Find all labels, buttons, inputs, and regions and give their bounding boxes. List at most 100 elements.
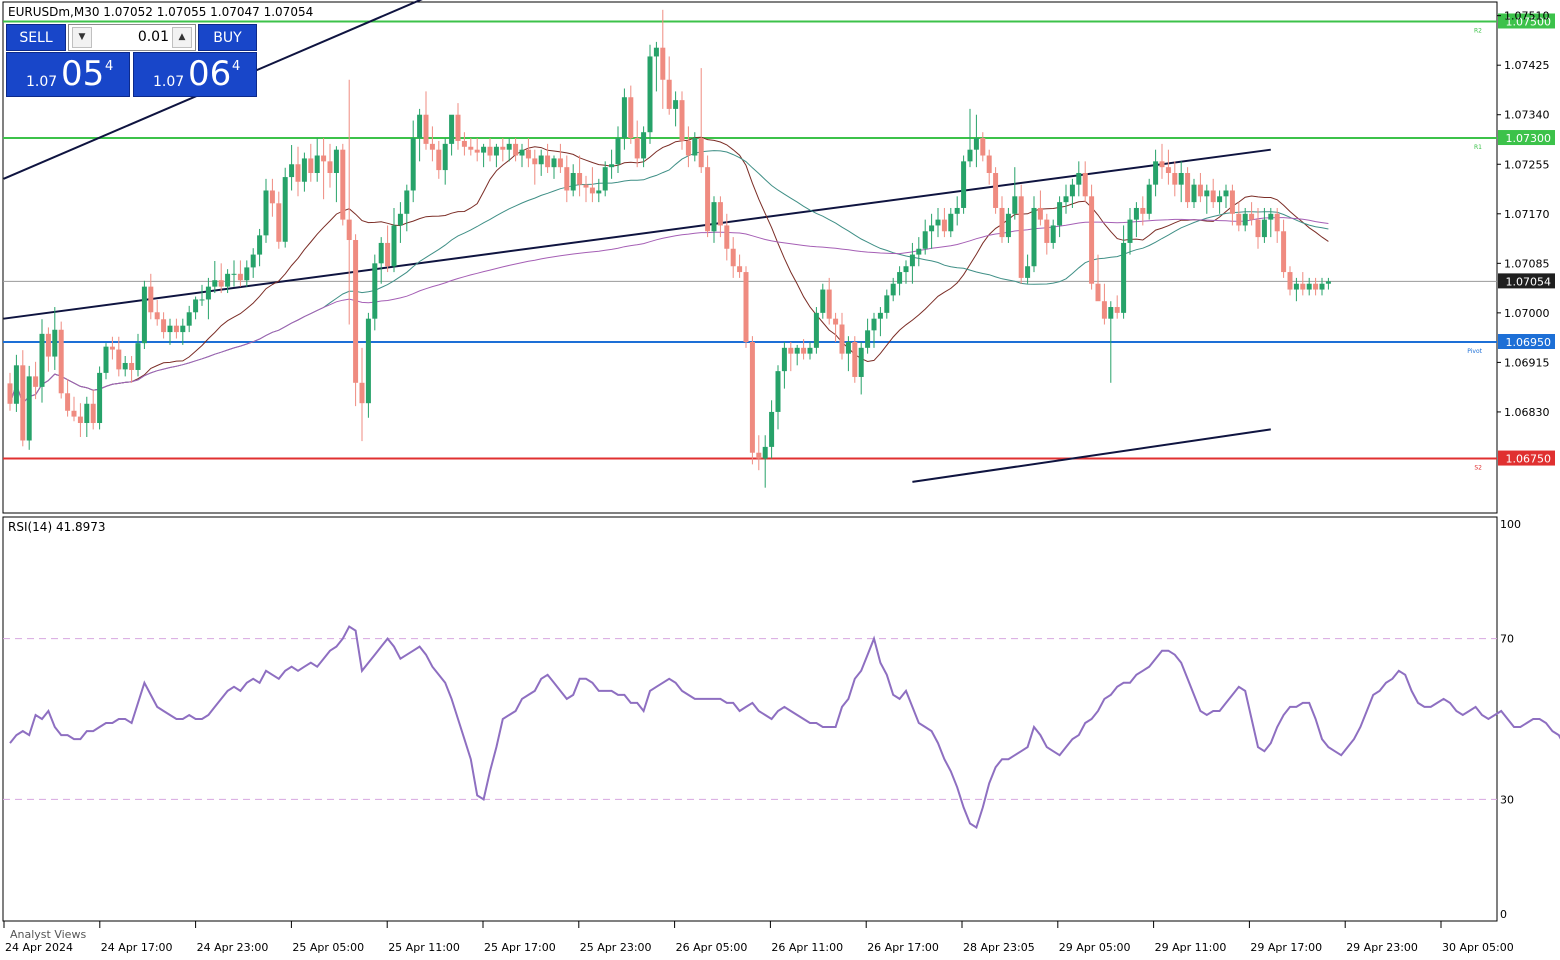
rsi-title: RSI(14) 41.8973 [8,520,106,534]
candle [1114,295,1120,319]
candle [730,237,736,278]
candle-body [1306,283,1312,290]
candle-body [65,393,71,411]
candle-body [986,155,992,173]
candle-body [423,114,429,144]
candle [564,155,570,203]
analyst-views-label: Analyst Views [10,928,86,941]
candle-body [596,190,602,194]
candle-body [52,329,58,357]
level-tag: R1 [1474,144,1482,151]
lot-size-stepper[interactable]: ▼ 0.01 ▲ [68,24,196,51]
candle-body [1191,184,1197,203]
candle [442,138,448,185]
candle-body [129,362,135,370]
candle-body [692,138,698,156]
candle [788,342,794,372]
candle [1082,161,1088,203]
candle [65,379,71,417]
candle [820,283,826,319]
candle-body [1325,281,1331,284]
candle [1095,254,1101,302]
candle [519,143,525,168]
price-tick-label: 1.07085 [1504,257,1550,270]
candle-body [442,143,448,171]
candle [346,79,352,325]
candle [250,248,256,278]
candle-body [724,225,730,249]
candle-body [455,114,461,141]
candle [583,175,589,203]
candle [845,336,851,372]
candle [1325,277,1331,290]
rsi-tick-label: 100 [1500,518,1521,531]
candle-body [1127,219,1133,243]
buy-price-box[interactable]: 1.07 06 4 [133,52,257,97]
candle [1217,190,1223,214]
candle-body [1293,283,1299,290]
candle [858,342,864,395]
lot-size-value[interactable]: 0.01 [137,29,169,45]
candle [20,350,26,447]
buy-button[interactable]: BUY [198,24,257,51]
candle [391,207,397,273]
candle-body [513,143,519,156]
candle [333,146,339,203]
candle [423,91,429,150]
candle [897,266,903,296]
candle-body [321,155,327,162]
candles-layer [7,9,1331,488]
level-tag: Pivot [1467,348,1482,355]
candle-body [7,383,13,404]
candle-body [1236,213,1242,226]
candle-body [839,324,845,354]
price-tick-label: 1.07255 [1504,158,1550,171]
candle [1255,207,1261,249]
candle-body [417,114,423,139]
candle-body [519,149,525,156]
candle [839,312,845,360]
candle [1197,173,1203,203]
candle-body [1268,213,1274,220]
sell-price-box[interactable]: 1.07 05 4 [6,52,130,97]
candle [33,361,39,400]
level-price-label: 1.07500 [1506,15,1552,28]
candle [922,219,928,255]
candle-body [916,248,922,255]
candle [289,145,295,191]
candle [621,88,627,150]
price-axis: 1.07510 1.07425 1.07340 1.07255 1.07170 1.070… [1497,10,1550,419]
candle [1108,301,1114,383]
candle [717,196,723,238]
moving-averages-layer [9,136,1329,405]
candle-body [1319,283,1325,290]
time-tick-label: 29 Apr 17:00 [1250,941,1322,954]
candle-body [461,140,467,147]
price-tick-label: 1.07000 [1504,307,1550,320]
candle [321,138,327,200]
time-tick-label: 24 Apr 23:00 [197,941,269,954]
candle-body [161,319,167,333]
candle [698,68,704,173]
candle [647,44,653,144]
candle [327,143,333,188]
sell-button[interactable]: SELL [6,24,66,51]
sell-price-prefix: 1.07 [26,74,58,90]
candle-body [1274,213,1280,232]
candle-body [135,343,141,370]
candle [493,143,499,168]
candle-body [890,283,896,296]
candle-body [410,138,416,191]
candle [1146,178,1152,220]
candle-body [756,452,762,459]
candle [954,196,960,226]
candle [1069,178,1075,208]
sell-price-fraction: 4 [105,59,114,74]
lot-increase-icon[interactable]: ▲ [172,27,192,48]
candle-body [353,240,359,383]
candle-body [929,225,935,232]
lot-decrease-icon[interactable]: ▼ [72,27,92,48]
rsi-tick-label: 0 [1500,908,1507,921]
level-price-box [1498,13,1555,29]
candle [26,365,32,450]
